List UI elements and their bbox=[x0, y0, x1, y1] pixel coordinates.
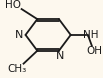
Text: NH: NH bbox=[83, 30, 98, 40]
Text: CH₃: CH₃ bbox=[7, 64, 26, 74]
Text: HO: HO bbox=[5, 0, 21, 10]
Text: N: N bbox=[56, 51, 64, 61]
Text: N: N bbox=[15, 30, 23, 40]
Text: OH: OH bbox=[86, 46, 102, 56]
